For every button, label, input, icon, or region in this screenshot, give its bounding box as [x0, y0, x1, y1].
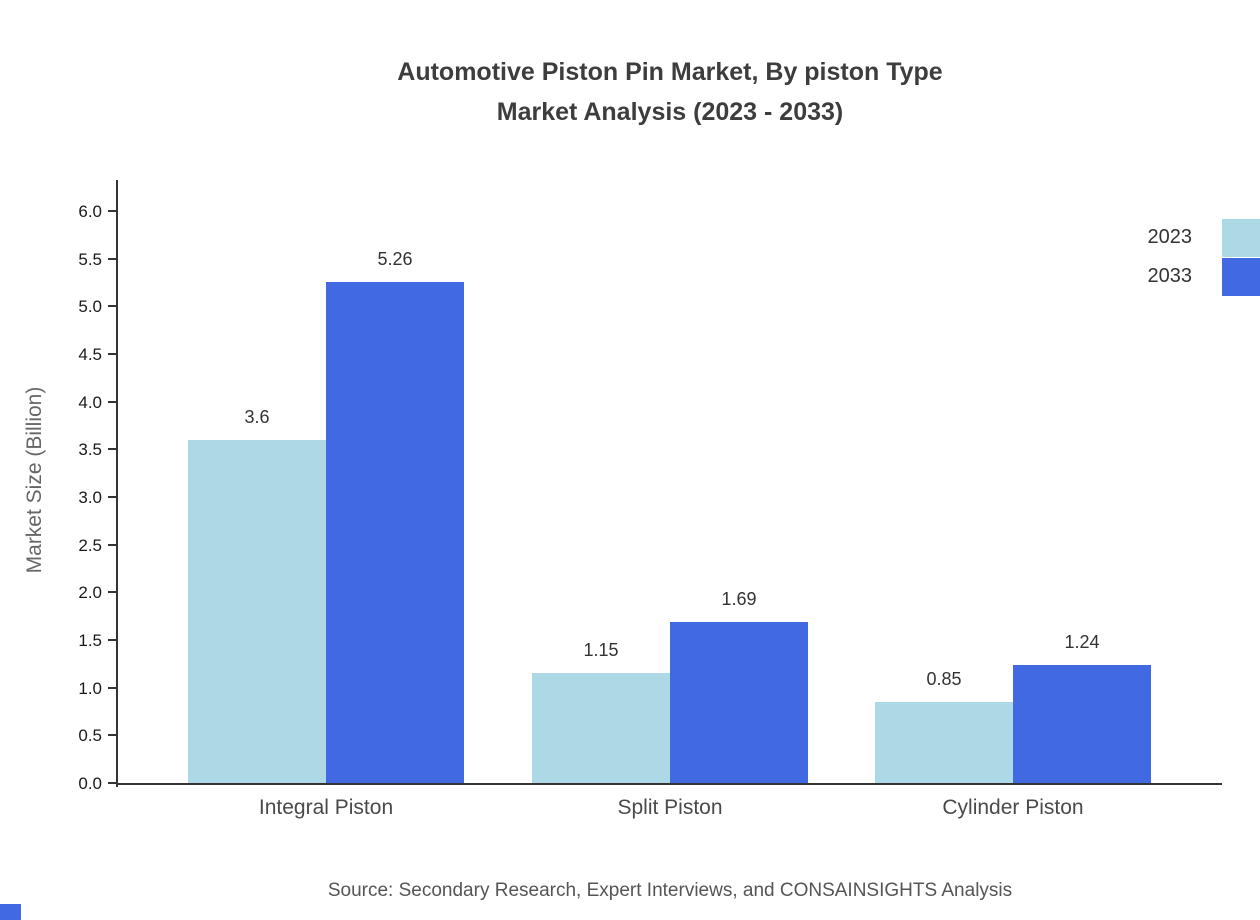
chart-subtitle: Market Analysis (2023 - 2033) [496, 98, 844, 126]
chart-title: Automotive Piston Pin Market, By piston … [397, 58, 943, 86]
legend-swatch-2023 [1222, 218, 1260, 257]
x-axis-line [116, 783, 1222, 785]
y-tick-label: 2.5 [78, 535, 102, 555]
y-tick-mark [108, 543, 116, 546]
x-category-label-3: Cylinder Piston [942, 796, 1084, 819]
y-tick-label: 1.5 [78, 631, 102, 650]
y-axis-line [116, 180, 118, 787]
chart-title-block: Automotive Piston Pin Market, By piston … [80, 52, 1260, 132]
y-tick-label: 5.5 [78, 249, 102, 269]
y-tick-mark [108, 353, 116, 355]
source-note: Source: Secondary Research, Expert Inter… [327, 880, 1013, 901]
bar-value-label: 3.6 [244, 406, 270, 427]
y-tick-label: 3.0 [78, 488, 102, 507]
y-tick-mark [108, 496, 116, 498]
bar-value-label: 1.69 [721, 588, 757, 609]
bar-2023-cylinder-piston [875, 701, 1013, 783]
y-tick-label: 0.0 [78, 774, 102, 793]
bar-value-label: 0.85 [926, 668, 962, 689]
y-tick-mark [108, 210, 116, 212]
y-tick-mark [108, 734, 116, 737]
bar-value-label: 1.24 [1064, 631, 1100, 652]
y-tick-mark [108, 400, 116, 403]
y-tick-label: 4.5 [78, 345, 102, 364]
y-tick-mark [108, 686, 116, 689]
y-tick-label: 1.0 [78, 678, 102, 698]
legend-label-2033: 2033 [1147, 265, 1193, 287]
bar-value-label: 5.26 [377, 248, 413, 269]
legend-item-2033: 2033 [1148, 257, 1260, 296]
x-category-label-2: Split Piston [617, 796, 723, 819]
y-tick-label: 3.5 [78, 440, 102, 460]
y-tick-mark [108, 257, 116, 260]
y-tick-label: 4.0 [78, 392, 102, 412]
y-tick-label: 5.0 [78, 297, 102, 317]
corner-accent [0, 904, 21, 920]
bar-2023-split-piston [532, 673, 670, 783]
y-tick-mark [108, 305, 116, 308]
bar-2033-split-piston [670, 621, 808, 783]
y-tick-label: 0.5 [78, 726, 102, 746]
bar-2033-cylinder-piston [1013, 664, 1151, 783]
y-tick-label: 6.0 [78, 202, 102, 221]
chart-legend: 2023 2033 [1148, 218, 1260, 296]
bar-2033-integral-piston [326, 281, 464, 783]
y-tick-mark [108, 782, 116, 784]
y-tick-mark [108, 591, 116, 594]
bar-2023-integral-piston [188, 439, 326, 783]
legend-swatch-2033 [1222, 257, 1260, 296]
legend-label-2023: 2023 [1147, 226, 1193, 248]
x-category-label-1: Integral Piston [258, 796, 394, 819]
y-tick-mark [108, 639, 116, 641]
y-tick-label: 2.0 [78, 583, 102, 603]
y-tick-mark [108, 448, 116, 451]
bar-value-label: 1.15 [583, 640, 619, 661]
legend-item-2023: 2023 [1148, 218, 1260, 257]
